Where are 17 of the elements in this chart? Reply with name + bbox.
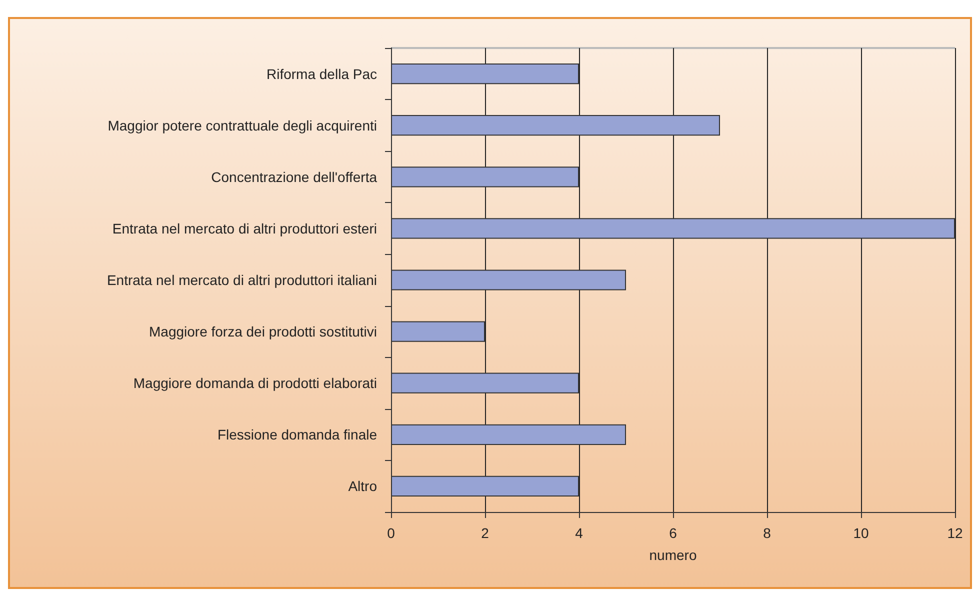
y-tick-label: Entrata nel mercato di altri produttori italiani bbox=[106, 272, 377, 288]
x-tick-label: 10 bbox=[853, 525, 869, 541]
x-tick-label: 12 bbox=[947, 525, 963, 541]
x-tick-label: 6 bbox=[669, 525, 678, 541]
y-tick-label: Maggiore domanda di prodotti elaborati bbox=[133, 375, 377, 392]
x-axis-title: numero bbox=[649, 547, 697, 563]
x-tick-label: 0 bbox=[387, 525, 396, 541]
y-tick-label: Maggior potere contrattuale degli acquirenti bbox=[108, 117, 377, 134]
y-tick-label: Altro bbox=[348, 478, 378, 494]
y-tick-label: Flessione domanda finale bbox=[217, 426, 378, 443]
x-tick-label: 8 bbox=[763, 525, 772, 541]
x-tick-label: 4 bbox=[575, 525, 584, 541]
y-tick-label: Concentrazione dell'offerta bbox=[211, 168, 378, 185]
y-tick-label: Entrata nel mercato di altri produttori esteri bbox=[112, 220, 377, 236]
y-tick-label: Maggiore forza dei prodotti sostitutivi bbox=[149, 324, 377, 340]
x-tick-label: 2 bbox=[481, 525, 490, 541]
y-tick-label: Riforma della Pac bbox=[266, 66, 377, 82]
